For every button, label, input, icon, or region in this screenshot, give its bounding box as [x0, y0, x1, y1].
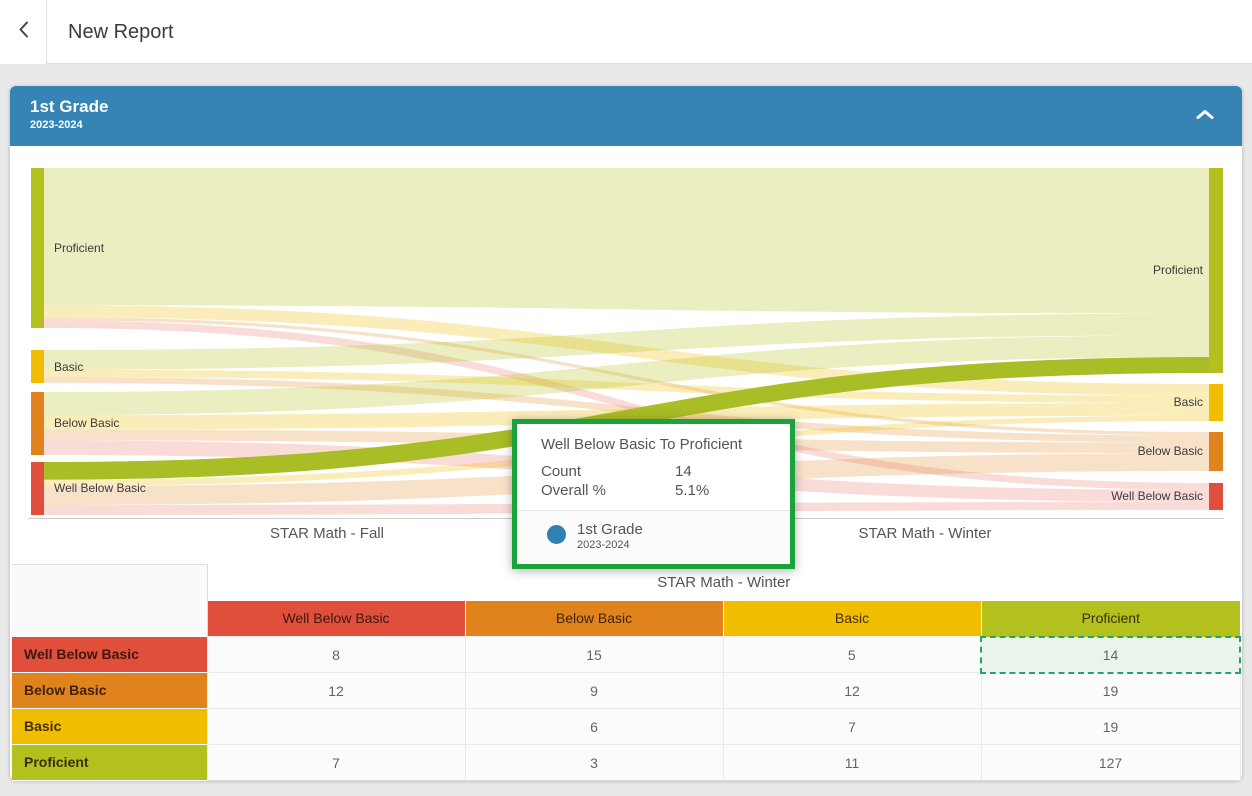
tooltip-legend: 1st Grade 2023-2024 [517, 510, 790, 564]
page-title: New Report [68, 20, 174, 43]
node-fall-below-basic[interactable] [31, 392, 44, 455]
winter-axis-label: STAR Math - Winter [858, 525, 992, 542]
flow-tooltip: Well Below Basic To Proficient Count 14 … [512, 419, 795, 569]
tooltip-overall-value: 5.1% [675, 482, 710, 499]
column-header-proficient: Proficient [980, 600, 1241, 637]
series-dot-icon [547, 525, 566, 544]
report-card: 1st Grade 2023-2024 [10, 86, 1242, 781]
fall-node-label-basic: Basic [54, 360, 84, 374]
node-fall-proficient[interactable] [31, 168, 44, 328]
flow-below-basic-to-proficient[interactable] [44, 335, 1209, 415]
node-winter-basic[interactable] [1209, 384, 1223, 421]
cell-wbb-to-below-basic[interactable]: 15 [464, 636, 724, 673]
cell-proficient-to-below-basic[interactable]: 3 [464, 744, 724, 781]
cell-wbb-to-basic[interactable]: 5 [722, 636, 982, 673]
node-fall-basic[interactable] [31, 350, 44, 383]
chevron-left-icon [18, 21, 29, 43]
column-header-basic: Basic [722, 600, 981, 637]
cell-basic-to-below-basic[interactable]: 6 [464, 708, 724, 745]
flow-proficient-to-proficient[interactable] [44, 168, 1209, 314]
row-header-proficient: Proficient [12, 744, 207, 781]
cell-wbb-to-proficient-selected[interactable]: 14 [979, 635, 1242, 674]
back-button[interactable] [0, 0, 47, 64]
top-bar: New Report [0, 0, 1252, 64]
row-header-basic: Basic [12, 708, 207, 745]
fall-node-label-below-basic: Below Basic [54, 416, 120, 430]
cell-basic-to-basic[interactable]: 7 [722, 708, 982, 745]
report-section-header[interactable]: 1st Grade 2023-2024 [10, 86, 1242, 146]
flow-basic-to-basic[interactable] [44, 369, 1209, 403]
table-row: Basic 6 7 19 [12, 708, 1241, 745]
fall-axis-label: STAR Math - Fall [270, 525, 384, 542]
node-winter-well-below-basic[interactable] [1209, 483, 1223, 510]
flow-basic-to-proficient[interactable] [44, 313, 1209, 370]
node-fall-well-below-basic[interactable] [31, 462, 44, 515]
column-axis-title: STAR Math - Winter [207, 564, 1241, 601]
cell-basic-to-wbb[interactable] [206, 708, 466, 745]
column-header-below-basic: Below Basic [464, 600, 723, 637]
tooltip-count-label: Count [541, 463, 582, 480]
cell-bb-to-proficient[interactable]: 19 [980, 672, 1241, 709]
cell-bb-to-basic[interactable]: 12 [722, 672, 982, 709]
cell-proficient-to-basic[interactable]: 11 [722, 744, 982, 781]
winter-node-label-well-below-basic: Well Below Basic [1111, 489, 1203, 503]
table-row: Proficient 7 3 11 127 [12, 744, 1241, 781]
table-corner-cell [12, 564, 208, 637]
fall-node-label-proficient: Proficient [54, 241, 105, 255]
grade-title: 1st Grade [30, 97, 109, 116]
tooltip-count-value: 14 [675, 463, 692, 480]
flow-proficient-to-below-basic[interactable] [44, 317, 1209, 436]
node-winter-proficient[interactable] [1209, 168, 1223, 373]
node-winter-below-basic[interactable] [1209, 432, 1223, 471]
row-header-below-basic: Below Basic [12, 672, 207, 709]
chevron-up-icon [1196, 107, 1214, 125]
growth-matrix-table: STAR Math - Winter Well Below Basic Belo… [12, 564, 1242, 781]
winter-node-label-below-basic: Below Basic [1137, 444, 1203, 458]
winter-node-label-proficient: Proficient [1152, 263, 1203, 277]
tooltip-series-subtitle: 2023-2024 [577, 539, 630, 551]
table-row: Below Basic 12 9 12 19 [12, 672, 1241, 709]
winter-node-label-basic: Basic [1173, 395, 1203, 409]
column-header-well-below-basic: Well Below Basic [206, 600, 465, 637]
cell-basic-to-proficient[interactable]: 19 [980, 708, 1241, 745]
tooltip-series-title: 1st Grade [577, 521, 643, 538]
cell-proficient-to-proficient[interactable]: 127 [980, 744, 1241, 781]
report-section-title-block: 1st Grade 2023-2024 [30, 96, 108, 132]
tooltip-title: Well Below Basic To Proficient [541, 436, 743, 453]
cell-bb-to-wbb[interactable]: 12 [206, 672, 466, 709]
table-row: Well Below Basic 8 15 5 14 [12, 635, 1242, 674]
cell-bb-to-below-basic[interactable]: 9 [464, 672, 724, 709]
row-header-well-below-basic: Well Below Basic [12, 636, 207, 673]
flow-basic-to-below-basic[interactable] [44, 376, 1209, 443]
fall-node-label-well-below-basic: Well Below Basic [54, 481, 146, 495]
flow-well-below-basic-to-proficient-highlighted[interactable] [44, 357, 1209, 480]
school-year: 2023-2024 [30, 119, 83, 131]
cell-wbb-to-wbb[interactable]: 8 [206, 636, 466, 673]
tooltip-overall-label: Overall % [541, 482, 607, 499]
flow-proficient-to-basic[interactable] [44, 305, 1209, 396]
sankey-svg [31, 168, 1223, 515]
collapse-button[interactable] [1194, 106, 1216, 126]
flow-proficient-to-well-below-basic[interactable] [44, 320, 1209, 490]
cell-proficient-to-wbb[interactable]: 7 [206, 744, 466, 781]
